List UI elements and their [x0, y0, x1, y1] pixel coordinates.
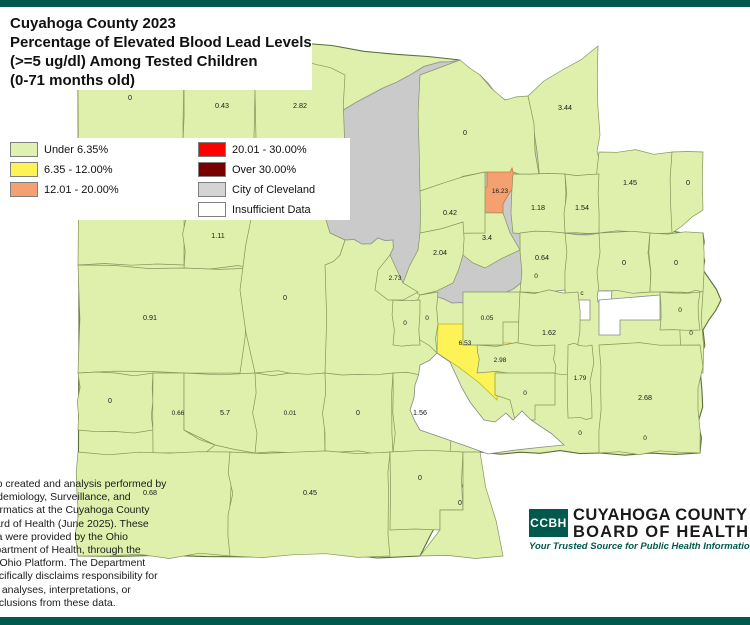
- svg-text:0: 0: [128, 93, 132, 102]
- svg-text:1.11: 1.11: [211, 231, 224, 240]
- svg-text:0: 0: [108, 398, 112, 405]
- svg-text:2.82: 2.82: [293, 101, 307, 110]
- svg-text:0.45: 0.45: [303, 488, 317, 497]
- svg-text:0.64: 0.64: [535, 253, 549, 262]
- svg-text:0: 0: [425, 315, 429, 322]
- svg-text:0: 0: [678, 307, 682, 314]
- svg-text:0.05: 0.05: [481, 315, 494, 322]
- svg-text:1.45: 1.45: [623, 178, 637, 187]
- svg-text:0: 0: [418, 475, 422, 482]
- svg-text:0.01: 0.01: [284, 410, 297, 417]
- svg-text:3.44: 3.44: [558, 103, 572, 112]
- svg-text:0: 0: [283, 293, 287, 302]
- svg-text:0.43: 0.43: [215, 101, 229, 110]
- svg-text:1.18: 1.18: [531, 203, 545, 212]
- svg-text:0: 0: [356, 410, 360, 417]
- svg-text:16.23: 16.23: [492, 188, 509, 195]
- svg-text:5.7: 5.7: [220, 408, 230, 417]
- svg-text:0.42: 0.42: [443, 208, 457, 217]
- svg-text:1.54: 1.54: [575, 203, 589, 212]
- svg-text:0: 0: [463, 128, 467, 137]
- svg-text:0: 0: [622, 258, 626, 267]
- svg-text:2.68: 2.68: [638, 393, 652, 402]
- svg-text:2.04: 2.04: [433, 248, 447, 257]
- svg-text:2.73: 2.73: [389, 275, 402, 282]
- svg-text:0.66: 0.66: [172, 410, 185, 417]
- svg-text:0: 0: [458, 500, 462, 507]
- svg-text:0: 0: [403, 320, 407, 327]
- svg-text:0: 0: [689, 330, 693, 337]
- svg-text:1.62: 1.62: [542, 328, 556, 337]
- svg-text:0.91: 0.91: [143, 313, 157, 322]
- svg-text:0: 0: [643, 435, 647, 442]
- svg-text:0: 0: [534, 273, 538, 280]
- svg-text:0: 0: [578, 430, 582, 437]
- svg-text:3.4: 3.4: [482, 233, 492, 242]
- svg-text:0: 0: [523, 390, 527, 397]
- svg-text:1.79: 1.79: [574, 375, 587, 382]
- svg-text:6.53: 6.53: [459, 340, 472, 347]
- svg-text:1.56: 1.56: [413, 408, 427, 417]
- svg-text:2.98: 2.98: [494, 357, 507, 364]
- svg-text:0: 0: [674, 258, 678, 267]
- svg-text:0: 0: [686, 178, 690, 187]
